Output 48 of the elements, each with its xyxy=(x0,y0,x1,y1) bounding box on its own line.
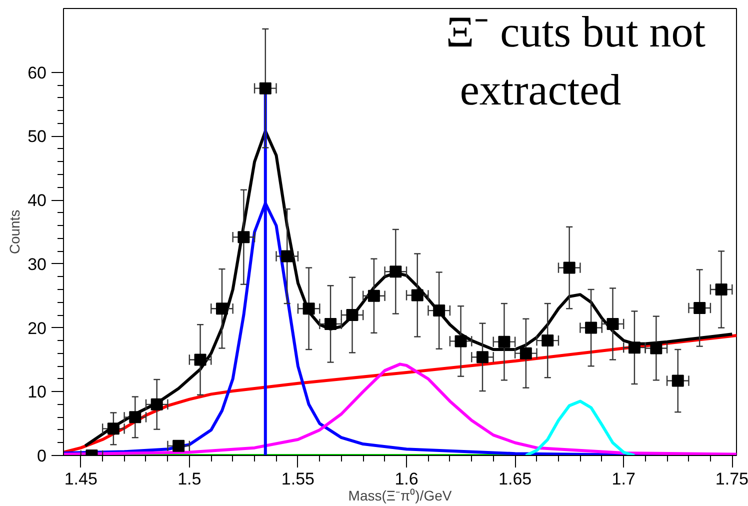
point xyxy=(454,335,467,348)
point xyxy=(585,322,598,334)
annotation: Ξ⁻ cuts but not extracted xyxy=(446,8,706,114)
point xyxy=(216,302,228,315)
point xyxy=(281,250,294,262)
point xyxy=(498,336,510,348)
point xyxy=(542,334,554,347)
point xyxy=(346,309,358,322)
x-tick-label: 1.6 xyxy=(394,470,418,488)
line-series xyxy=(524,400,636,456)
point xyxy=(129,411,142,424)
point xyxy=(476,351,488,364)
point xyxy=(172,440,185,452)
point xyxy=(259,82,272,94)
y-tick-label: 20 xyxy=(28,318,47,338)
x-tick-label: 1.5 xyxy=(178,470,202,488)
point xyxy=(672,374,684,387)
point xyxy=(650,342,662,354)
y-tick-label: 30 xyxy=(28,254,47,274)
point xyxy=(606,318,619,330)
point xyxy=(694,302,706,314)
x-tick-label: 1.65 xyxy=(498,470,532,488)
point xyxy=(390,266,402,278)
point xyxy=(411,289,424,302)
point xyxy=(302,302,315,315)
point xyxy=(107,422,120,435)
point xyxy=(433,304,446,317)
x-tick-label: 1.45 xyxy=(64,470,98,488)
point xyxy=(194,354,206,366)
x-tick-label: 1.75 xyxy=(715,470,748,488)
y-tick-label: 10 xyxy=(28,382,47,402)
y-tick-label: 40 xyxy=(28,191,47,210)
x-axis-title: Mass(Ξ⁻π⁰)/GeV xyxy=(348,488,452,504)
point xyxy=(238,231,250,244)
point xyxy=(324,318,337,330)
y-tick-label: 60 xyxy=(28,63,47,82)
point xyxy=(563,262,576,274)
point xyxy=(628,342,640,354)
y-axis-title: Counts xyxy=(6,210,23,254)
point xyxy=(150,398,163,410)
line-series xyxy=(84,130,734,448)
x-tick-label: 1.7 xyxy=(612,470,636,488)
y-tick-label: 0 xyxy=(37,446,47,466)
point xyxy=(715,283,728,296)
x-tick-label: 1.55 xyxy=(281,470,315,488)
y-tick-label: 50 xyxy=(28,127,47,146)
point xyxy=(520,347,532,360)
point xyxy=(368,290,380,302)
